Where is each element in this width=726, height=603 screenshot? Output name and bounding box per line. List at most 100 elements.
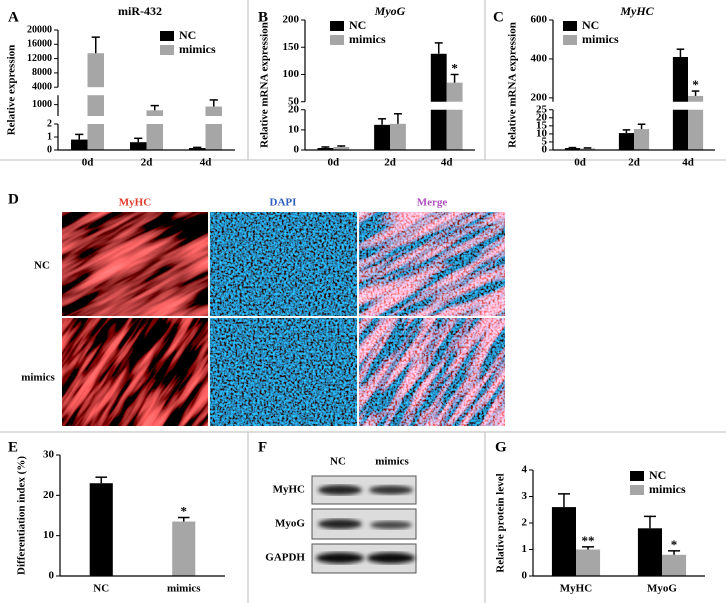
annotation: ** bbox=[582, 533, 595, 548]
bar bbox=[333, 146, 350, 150]
annotation: * bbox=[181, 504, 188, 519]
micrograph bbox=[210, 212, 357, 316]
row-label: mimics bbox=[21, 372, 55, 384]
y-tick-label: 2 bbox=[522, 517, 528, 529]
bar bbox=[618, 133, 634, 150]
legend-swatch bbox=[330, 35, 344, 45]
legend-swatch bbox=[160, 45, 174, 55]
y-axis-label: Differentiation index (%) bbox=[16, 456, 28, 575]
x-tick-label: 4d bbox=[200, 157, 212, 169]
y-tick-label: 0 bbox=[47, 144, 52, 155]
y-tick-label: 5 bbox=[542, 135, 548, 147]
bar bbox=[87, 53, 105, 150]
bar bbox=[70, 139, 88, 150]
micrograph bbox=[359, 212, 505, 316]
bar bbox=[446, 82, 463, 150]
chart-title: MyoG bbox=[374, 4, 406, 18]
x-tick-label: MyoG bbox=[647, 583, 677, 595]
bar bbox=[317, 147, 334, 150]
y-tick-label: 4000 bbox=[32, 81, 52, 92]
row-label: MyoG bbox=[275, 518, 305, 530]
bar bbox=[634, 129, 650, 150]
bar bbox=[172, 521, 196, 576]
y-tick-label: 20 bbox=[536, 111, 548, 123]
blot bbox=[311, 508, 417, 540]
y-tick-label: 0 bbox=[49, 570, 55, 582]
legend-swatch bbox=[563, 35, 577, 45]
y-tick-label: 50 bbox=[288, 95, 300, 107]
bar bbox=[580, 148, 596, 150]
bar bbox=[188, 148, 206, 150]
legend-label: NC bbox=[349, 18, 366, 32]
annotation: * bbox=[451, 60, 458, 75]
y-tick-label: 10 bbox=[288, 123, 300, 135]
legend-swatch bbox=[160, 31, 174, 41]
y-tick-label: 400 bbox=[531, 52, 548, 64]
y-tick-label: 0 bbox=[294, 144, 300, 156]
y-tick-label: 200 bbox=[531, 91, 548, 103]
chart-title: MyHC bbox=[619, 4, 654, 18]
column-label: DAPI bbox=[270, 197, 297, 209]
y-tick-label: 16000 bbox=[27, 39, 52, 50]
column-label: mimics bbox=[375, 456, 409, 468]
x-tick-label: 2d bbox=[141, 157, 153, 169]
micrograph bbox=[359, 318, 505, 426]
y-tick-label: 0 bbox=[542, 144, 548, 156]
legend-label: NC bbox=[179, 28, 196, 42]
axis-break bbox=[57, 87, 237, 96]
blot bbox=[311, 543, 417, 574]
row-label: GAPDH bbox=[265, 552, 305, 564]
x-tick-label: MyHC bbox=[560, 583, 592, 595]
y-tick-label: 2 bbox=[47, 118, 52, 129]
column-label: Merge bbox=[417, 197, 448, 209]
y-tick-label: 8000 bbox=[32, 67, 52, 78]
x-tick-label: 2d bbox=[628, 157, 640, 169]
y-tick-label: 150 bbox=[283, 41, 300, 53]
micrograph bbox=[62, 318, 208, 426]
panel-letter: E bbox=[8, 439, 18, 455]
legend-swatch bbox=[563, 21, 577, 31]
column-label: MyHC bbox=[119, 197, 151, 209]
x-tick-label: 4d bbox=[441, 157, 453, 169]
bar bbox=[390, 123, 406, 150]
legend-swatch bbox=[630, 485, 644, 495]
micrograph bbox=[62, 212, 208, 316]
axis-break bbox=[304, 101, 477, 110]
bar bbox=[637, 528, 662, 576]
y-tick-label: 0 bbox=[522, 570, 528, 582]
bar bbox=[576, 549, 601, 576]
y-tick-label: 3 bbox=[522, 490, 528, 502]
x-tick-label: 2d bbox=[384, 157, 396, 169]
y-tick-label: 1000 bbox=[32, 99, 52, 110]
y-tick-label: 200 bbox=[283, 14, 300, 26]
annotation: * bbox=[692, 77, 699, 92]
legend-label: NC bbox=[582, 18, 599, 32]
y-axis-label: Relative mRNA expression bbox=[507, 22, 519, 148]
column-label: NC bbox=[330, 456, 346, 468]
y-tick-label: 10 bbox=[536, 127, 548, 139]
x-tick-label: 0d bbox=[82, 157, 94, 169]
legend-label: mimics bbox=[582, 32, 619, 46]
blot bbox=[311, 475, 417, 505]
y-tick-label: 4 bbox=[522, 464, 528, 476]
bar bbox=[662, 554, 687, 576]
x-tick-label: 4d bbox=[682, 157, 694, 169]
y-tick-label: 10 bbox=[43, 529, 55, 541]
panel-letter: B bbox=[258, 9, 268, 25]
y-tick-label: 1 bbox=[47, 131, 52, 142]
y-tick-label: 20 bbox=[43, 489, 55, 501]
y-axis-label: Relative protein level bbox=[495, 473, 507, 572]
y-tick-label: 1 bbox=[522, 543, 528, 555]
annotation: * bbox=[671, 537, 678, 552]
legend-swatch bbox=[330, 21, 344, 31]
x-tick-label: 0d bbox=[328, 157, 340, 169]
legend-label: mimics bbox=[349, 32, 386, 46]
bar bbox=[564, 148, 580, 150]
panel-letter: G bbox=[495, 439, 507, 455]
micrograph bbox=[210, 318, 357, 426]
panel-letter: C bbox=[493, 9, 504, 25]
y-tick-label: 12000 bbox=[27, 53, 52, 64]
y-axis-label: Relative expression bbox=[6, 45, 18, 136]
y-tick-label: 30 bbox=[43, 449, 55, 461]
y-tick-label: 100 bbox=[283, 68, 300, 80]
